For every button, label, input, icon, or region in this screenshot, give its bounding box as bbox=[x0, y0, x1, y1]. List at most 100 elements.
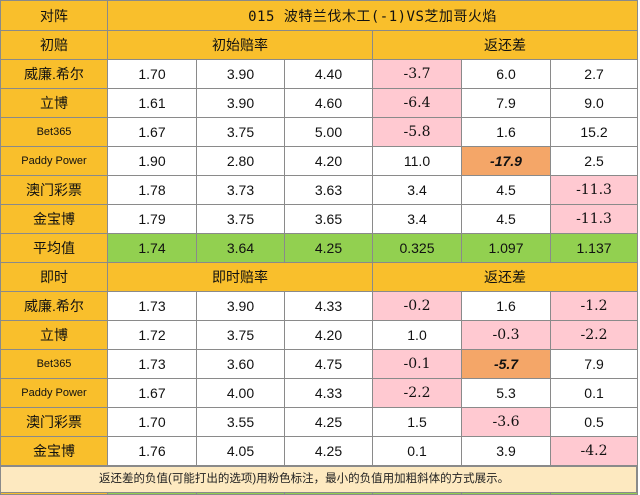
average-diff: 0.325 bbox=[372, 233, 462, 263]
odds-value: 4.60 bbox=[284, 88, 373, 118]
odds-value: 1.76 bbox=[107, 436, 197, 466]
section-header-row: 初赔 初始赔率 返还差 bbox=[0, 30, 639, 60]
odds-value: 1.90 bbox=[107, 146, 197, 176]
bookmaker-name: 澳门彩票 bbox=[0, 175, 108, 205]
return-diff-value: 6.0 bbox=[461, 59, 551, 89]
return-diff-value: 3.4 bbox=[372, 204, 462, 234]
odds-value: 4.25 bbox=[284, 407, 373, 437]
odds-header: 即时赔率 bbox=[107, 262, 373, 292]
match-title: 015 波特兰伐木工(-1)VS芝加哥火焰 bbox=[106, 0, 639, 31]
return-diff-value: 1.6 bbox=[461, 117, 551, 147]
odds-value: 1.78 bbox=[107, 175, 197, 205]
table-row: 澳门彩票 1.70 3.55 4.25 1.5 -3.6 0.5 bbox=[0, 407, 639, 437]
negative-diff: -11.3 bbox=[549, 175, 639, 205]
return-diff-value: 4.5 bbox=[461, 204, 551, 234]
min-negative-diff: -17.9 bbox=[461, 146, 551, 176]
odds-value: 4.20 bbox=[284, 146, 373, 176]
negative-diff: -0.2 bbox=[372, 291, 462, 321]
odds-header: 初始赔率 bbox=[107, 30, 373, 60]
odds-value: 1.70 bbox=[107, 407, 197, 437]
bookmaker-name: 立博 bbox=[0, 320, 108, 350]
odds-value: 4.00 bbox=[196, 378, 285, 408]
title-row: 对阵 015 波特兰伐木工(-1)VS芝加哥火焰 bbox=[0, 0, 639, 31]
return-diff-value: 0.5 bbox=[549, 407, 639, 437]
return-diff-value: 9.0 bbox=[549, 88, 639, 118]
negative-diff: -4.2 bbox=[549, 436, 639, 466]
return-diff-value: 2.7 bbox=[549, 59, 639, 89]
bookmaker-name: 金宝博 bbox=[0, 204, 108, 234]
odds-value: 1.73 bbox=[107, 291, 197, 321]
odds-value: 3.75 bbox=[196, 204, 285, 234]
table-row: 威廉.希尔 1.70 3.90 4.40 -3.7 6.0 2.7 bbox=[0, 59, 639, 89]
return-diff-value: 4.5 bbox=[461, 175, 551, 205]
average-row: 平均值 1.74 3.64 4.25 0.325 1.097 1.137 bbox=[0, 233, 639, 263]
average-odds: 3.64 bbox=[196, 233, 285, 263]
table-row: 金宝博 1.79 3.75 3.65 3.4 4.5 -11.3 bbox=[0, 204, 639, 234]
return-diff-value: 1.0 bbox=[372, 320, 462, 350]
odds-value: 3.60 bbox=[196, 349, 285, 379]
odds-value: 3.90 bbox=[196, 291, 285, 321]
odds-value: 1.67 bbox=[107, 378, 197, 408]
average-odds: 4.25 bbox=[284, 233, 373, 263]
odds-value: 3.63 bbox=[284, 175, 373, 205]
return-diff-header: 返还差 bbox=[371, 262, 639, 292]
negative-diff: -11.3 bbox=[549, 204, 639, 234]
odds-value: 4.75 bbox=[284, 349, 373, 379]
odds-value: 2.80 bbox=[196, 146, 285, 176]
odds-value: 4.33 bbox=[284, 291, 373, 321]
negative-diff: -0.1 bbox=[372, 349, 462, 379]
section-header-row: 即时 即时赔率 返还差 bbox=[0, 262, 639, 292]
odds-value: 1.67 bbox=[107, 117, 197, 147]
negative-diff: -2.2 bbox=[549, 320, 639, 350]
section-label: 初赔 bbox=[0, 30, 108, 60]
return-diff-value: 3.9 bbox=[461, 436, 551, 466]
negative-diff: -3.7 bbox=[372, 59, 462, 89]
table-row: Paddy Power 1.67 4.00 4.33 -2.2 5.3 0.1 bbox=[0, 378, 639, 408]
odds-value: 1.72 bbox=[107, 320, 197, 350]
return-diff-value: 7.9 bbox=[549, 349, 639, 379]
average-diff: 1.137 bbox=[549, 233, 639, 263]
min-negative-diff: -5.7 bbox=[461, 349, 551, 379]
return-diff-value: 7.9 bbox=[461, 88, 551, 118]
negative-diff: -1.2 bbox=[549, 291, 639, 321]
odds-value: 1.79 bbox=[107, 204, 197, 234]
odds-value: 4.20 bbox=[284, 320, 373, 350]
negative-diff: -0.3 bbox=[461, 320, 551, 350]
average-diff: 1.097 bbox=[461, 233, 551, 263]
return-diff-value: 0.1 bbox=[372, 436, 462, 466]
return-diff-value: 3.4 bbox=[372, 175, 462, 205]
return-diff-value: 2.5 bbox=[549, 146, 639, 176]
bookmaker-name: 澳门彩票 bbox=[0, 407, 108, 437]
bookmaker-name: Bet365 bbox=[0, 349, 108, 379]
average-label: 平均值 bbox=[0, 233, 108, 263]
bookmaker-name: Paddy Power bbox=[0, 378, 108, 408]
return-diff-value: 0.1 bbox=[549, 378, 639, 408]
table-row: 立博 1.61 3.90 4.60 -6.4 7.9 9.0 bbox=[0, 88, 639, 118]
bookmaker-name: Bet365 bbox=[0, 117, 108, 147]
bookmaker-name: 威廉.希尔 bbox=[0, 291, 108, 321]
odds-value: 3.73 bbox=[196, 175, 285, 205]
return-diff-value: 15.2 bbox=[549, 117, 639, 147]
odds-value: 4.25 bbox=[284, 436, 373, 466]
table-row: Bet365 1.67 3.75 5.00 -5.8 1.6 15.2 bbox=[0, 117, 639, 147]
return-diff-value: 1.6 bbox=[461, 291, 551, 321]
table-row: 澳门彩票 1.78 3.73 3.63 3.4 4.5 -11.3 bbox=[0, 175, 639, 205]
odds-value: 1.61 bbox=[107, 88, 197, 118]
table-row: Bet365 1.73 3.60 4.75 -0.1 -5.7 7.9 bbox=[0, 349, 639, 379]
bookmaker-name: 立博 bbox=[0, 88, 108, 118]
odds-value: 5.00 bbox=[284, 117, 373, 147]
bookmaker-name: Paddy Power bbox=[0, 146, 108, 176]
footnote: 返还差的负值(可能打出的选项)用粉色标注，最小的负值用加粗斜体的方式展示。 bbox=[0, 466, 637, 493]
negative-diff: -2.2 bbox=[372, 378, 462, 408]
corner-label: 对阵 bbox=[0, 0, 108, 31]
negative-diff: -6.4 bbox=[372, 88, 462, 118]
return-diff-value: 11.0 bbox=[372, 146, 462, 176]
odds-value: 4.40 bbox=[284, 59, 373, 89]
odds-value: 3.90 bbox=[196, 88, 285, 118]
odds-value: 3.75 bbox=[196, 117, 285, 147]
odds-value: 4.05 bbox=[196, 436, 285, 466]
table-row: 立博 1.72 3.75 4.20 1.0 -0.3 -2.2 bbox=[0, 320, 639, 350]
negative-diff: -5.8 bbox=[372, 117, 462, 147]
